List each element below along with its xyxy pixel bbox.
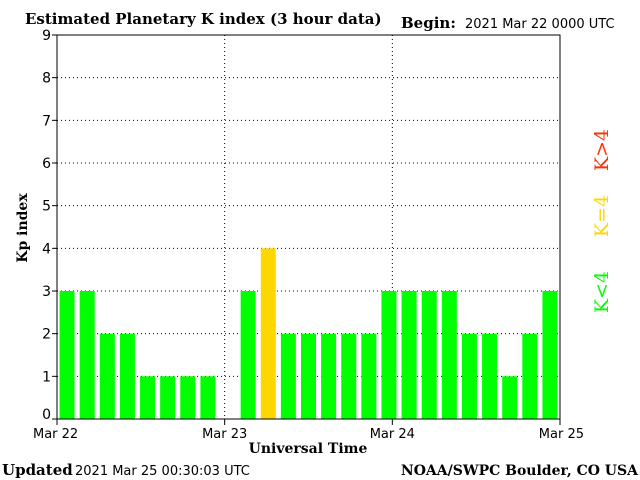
updated-value: 2021 Mar 25 00:30:03 UTC xyxy=(75,464,250,479)
bars xyxy=(59,248,558,419)
x-tick-label: Mar 24 xyxy=(370,427,415,442)
y-tick-label: 5 xyxy=(42,199,51,215)
kp-bar xyxy=(79,291,95,419)
y-axis-label: Kp index xyxy=(15,193,31,263)
kp-bar xyxy=(341,333,357,419)
y-tick-label: 0 xyxy=(42,407,51,423)
kp-bar xyxy=(180,376,196,419)
y-tick-label: 7 xyxy=(42,113,51,129)
kp-bar xyxy=(361,333,377,419)
kp-bar xyxy=(59,291,75,419)
x-axis-label: Universal Time xyxy=(249,441,368,457)
y-tick-label: 6 xyxy=(42,156,51,172)
kp-bar xyxy=(260,248,276,419)
kp-bar xyxy=(321,333,337,419)
legend-equal: K=4 xyxy=(591,195,613,237)
kp-bar xyxy=(99,333,115,419)
x-tick-label: Mar 22 xyxy=(33,427,78,442)
begin-value: 2021 Mar 22 0000 UTC xyxy=(465,17,615,32)
x-tick-label: Mar 25 xyxy=(539,427,584,442)
legend-low: K<4 xyxy=(591,271,613,313)
y-tick-label: 9 xyxy=(42,28,51,44)
kp-bar xyxy=(522,333,538,419)
kp-bar xyxy=(482,333,498,419)
y-tick-label: 2 xyxy=(42,327,51,343)
kp-bar xyxy=(502,376,518,419)
kp-bar xyxy=(421,291,437,419)
kp-bar xyxy=(542,291,558,419)
kp-bar xyxy=(381,291,397,419)
legend-high: K>4 xyxy=(591,129,613,171)
chart-title: Estimated Planetary K index (3 hour data… xyxy=(25,10,382,28)
y-tick-label: 8 xyxy=(42,71,51,87)
kp-bar xyxy=(441,291,457,419)
kp-bar xyxy=(119,333,135,419)
kp-bar xyxy=(461,333,477,419)
kp-bar xyxy=(280,333,296,419)
kp-bar xyxy=(140,376,156,419)
kp-bar xyxy=(240,291,256,419)
y-ticks: 0 1 2 3 4 5 6 7 8 9 xyxy=(42,28,57,423)
kp-bar xyxy=(200,376,216,419)
x-ticks: Mar 22 Mar 23 Mar 24 Mar 25 xyxy=(33,419,584,442)
y-tick-label: 1 xyxy=(42,369,51,385)
updated-label: Updated xyxy=(2,461,73,479)
kp-bar xyxy=(160,376,176,419)
source-credit: NOAA/SWPC Boulder, CO USA xyxy=(401,463,639,479)
y-tick-label: 4 xyxy=(42,241,51,257)
y-tick-label: 3 xyxy=(42,284,51,300)
plot-frame xyxy=(56,34,561,420)
begin-label: Begin: xyxy=(401,14,456,32)
kp-bar xyxy=(301,333,316,419)
x-tick-label: Mar 23 xyxy=(202,427,247,442)
kp-bar xyxy=(401,291,417,419)
